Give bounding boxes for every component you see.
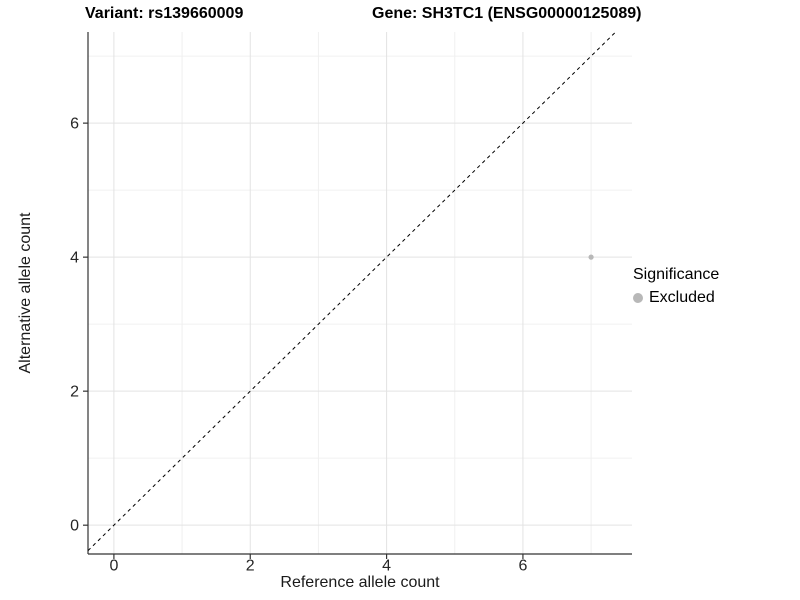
x-axis-label: Reference allele count [280,574,440,591]
y-axis-label: Alternative allele count [17,212,34,374]
axis-ticks [83,122,524,559]
identity-dashed-line [87,31,616,552]
x-tick-label: 4 [382,558,391,575]
data-point [588,254,594,260]
legend-title: Significance [633,266,720,283]
x-tick-label: 2 [246,558,255,575]
axis-lines [87,32,632,555]
data-points [588,254,594,260]
grid-minor [88,32,632,554]
x-tick-label: 0 [109,558,118,575]
legend-item-label: Excluded [649,289,715,306]
legend: Significance Excluded [633,266,719,307]
legend-item-excluded: Excluded [633,289,719,307]
y-tick-label: 0 [70,518,79,535]
legend-point-icon [633,293,643,303]
variant-title: Variant: rs139660009 [85,5,244,22]
y-tick-label: 6 [70,116,79,133]
y-tick-label: 2 [70,384,79,401]
y-tick-label: 4 [70,250,79,267]
x-tick-label: 6 [518,558,527,575]
gene-title: Gene: SH3TC1 (ENSG00000125089) [372,5,642,22]
grid-major [88,32,632,554]
tick-labels: 0 2 4 6 0 2 4 6 [70,116,527,575]
